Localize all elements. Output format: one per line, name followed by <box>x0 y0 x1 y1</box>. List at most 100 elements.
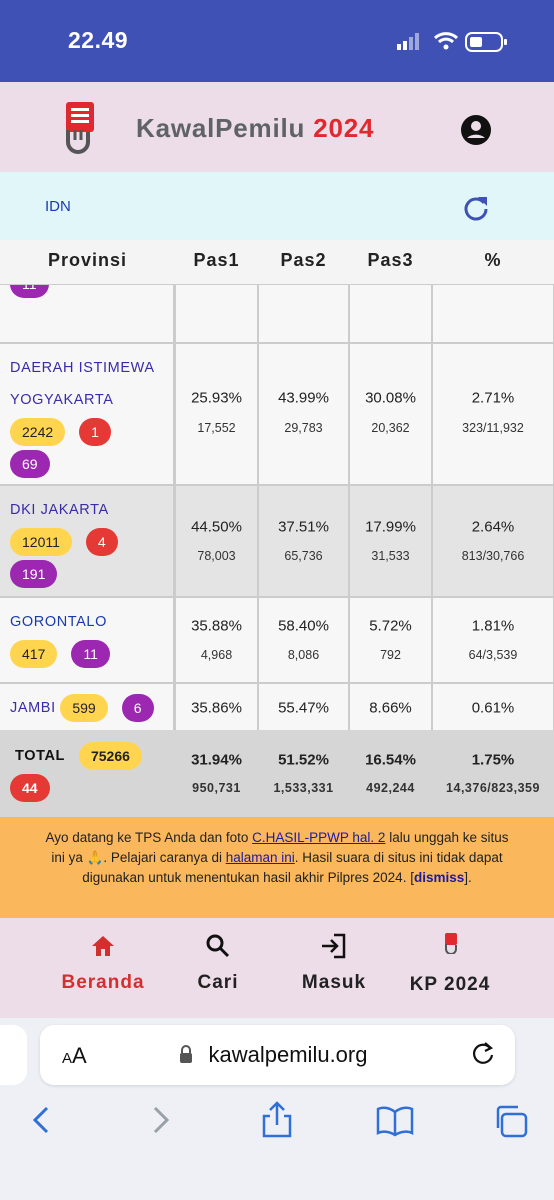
notice-link[interactable]: halaman ini <box>225 850 295 865</box>
percentage: 25.93% <box>191 389 242 407</box>
prev-tab <box>0 1025 27 1085</box>
value-cell: 35.86% <box>176 684 257 730</box>
percentage: 5.72% <box>369 617 412 635</box>
cell-bg <box>259 344 348 484</box>
province-name[interactable]: DKI JAKARTA <box>10 502 108 518</box>
dismiss-button[interactable]: dismiss <box>413 870 465 885</box>
notice-text: . Hasil suara di situs ini tidak dapat d… <box>82 850 503 885</box>
refresh-button[interactable] <box>462 194 490 222</box>
tabs-button[interactable] <box>496 1105 528 1138</box>
badge[interactable]: 44 <box>10 774 50 803</box>
cell-bg <box>433 344 553 484</box>
cell-bg <box>176 285 257 342</box>
table-row: DAERAH ISTIMEWA YOGYAKARTA 2242 1 69 25.93%… <box>0 344 554 484</box>
cell-bg <box>259 285 348 342</box>
app-header: KawalPemilu 2024 <box>0 82 554 172</box>
cell-bg <box>433 684 553 730</box>
province-cell[interactable]: JAMBI 599 6 <box>10 692 170 724</box>
nav-label[interactable]: Masuk <box>301 972 367 993</box>
percentage: 35.86% <box>191 699 242 717</box>
home-icon <box>92 936 114 956</box>
reload-button[interactable] <box>470 1041 496 1067</box>
badge[interactable]: 11 <box>71 640 110 669</box>
percentage: 1.75% <box>471 751 515 769</box>
badge[interactable]: 191 <box>10 560 58 589</box>
province-cell[interactable]: GORONTALO 417 11 <box>10 606 170 670</box>
forward-button[interactable] <box>153 1106 170 1134</box>
value-cell: 0.61% <box>433 684 553 730</box>
cell-bg <box>433 598 553 682</box>
value-cell: 2.64% 813/30,766 <box>433 486 553 596</box>
badge[interactable]: 599 <box>60 694 108 723</box>
time: 22.49 <box>68 27 129 53</box>
percentage: 31.94% <box>191 751 242 769</box>
badge[interactable]: 1 <box>79 418 111 447</box>
nav-label[interactable]: Beranda <box>61 972 145 993</box>
percentage: 17.99% <box>365 518 416 536</box>
percentage: 30.08% <box>365 389 416 407</box>
share-button[interactable] <box>262 1101 292 1138</box>
account-button[interactable] <box>460 114 492 146</box>
vote-count: 14,376/823,359 <box>446 781 540 795</box>
cell-bg <box>350 598 431 682</box>
search-icon <box>206 934 230 958</box>
percentage: 35.88% <box>191 617 242 635</box>
value-cell: 43.99% 29,783 <box>259 344 348 484</box>
notice-text: lalu unggah ke situs ini ya 🙏. Pelajari … <box>51 830 509 865</box>
status-bar: 22.49 <box>0 0 554 82</box>
percentage: 44.50% <box>191 518 242 536</box>
vote-count: 17,552 <box>197 421 236 435</box>
cell-bg <box>350 486 431 596</box>
bookmarks-button[interactable] <box>376 1106 414 1137</box>
province-cell[interactable]: DAERAH ISTIMEWA YOGYAKARTA 2242 1 69 <box>10 352 170 480</box>
percentage: 0.61% <box>471 699 515 717</box>
badge[interactable]: 4 <box>85 528 118 557</box>
column-header: % <box>484 250 502 270</box>
province-name[interactable]: DAERAH ISTIMEWA YOGYAKARTA <box>10 360 154 408</box>
brand: KawalPemilu 2024 <box>136 113 374 144</box>
province-cell[interactable]: DKI JAKARTA 12011 4 191 <box>10 494 170 590</box>
vote-count: 1,533,331 <box>273 781 334 795</box>
cell-bg <box>433 486 553 596</box>
cell-bg <box>176 598 257 682</box>
percentage: 2.64% <box>471 518 515 536</box>
nav-label[interactable]: Cari <box>197 972 239 993</box>
badge[interactable]: 2242 <box>10 418 66 447</box>
vote-count: 4,968 <box>200 648 233 662</box>
cell-bg <box>350 285 431 342</box>
breadcrumb[interactable]: IDN <box>45 198 71 215</box>
total-label: TOTAL <box>15 748 65 764</box>
percentage: 51.52% <box>278 751 329 769</box>
percentage: 37.51% <box>278 518 329 536</box>
percentage: 58.40% <box>278 617 329 635</box>
notice-link[interactable]: C.HASIL-PPWP hal. 2 <box>252 830 386 845</box>
percentage: 2.71% <box>471 389 515 407</box>
address-bar[interactable] <box>40 1025 515 1085</box>
notice-text: Ayo datang ke TPS Anda dan foto <box>45 830 253 845</box>
province-name[interactable]: JAMBI <box>10 700 56 716</box>
total-row: TOTAL 75266 44 31.94% 950,731 51.52% 1,533,331… <box>0 730 554 817</box>
value-cell: 51.52% 1,533,331 <box>259 730 348 817</box>
badge[interactable]: 11 <box>10 285 49 299</box>
vote-count: 64/3,539 <box>468 648 518 662</box>
cell-bg <box>350 684 431 730</box>
province-cell[interactable]: BENGKULU 35311 <box>10 285 170 300</box>
nav-label[interactable]: KP 2024 <box>409 974 491 995</box>
vote-count: 792 <box>380 648 401 662</box>
value-cell: 37.51% 65,736 <box>259 486 348 596</box>
value-cell: 0.55%34/6,210 <box>433 285 553 342</box>
vote-count: 323/11,932 <box>462 421 524 435</box>
brand-name: KawalPemilu <box>136 113 306 143</box>
cell-bg <box>176 486 257 596</box>
column-header: Provinsi <box>47 250 128 270</box>
badge[interactable]: 69 <box>10 450 50 479</box>
text-size-button[interactable]: AA <box>62 1043 87 1068</box>
badge[interactable]: 12011 <box>10 528 72 557</box>
badge[interactable]: 6 <box>121 694 154 723</box>
badge[interactable]: 417 <box>10 640 58 669</box>
province-name[interactable]: GORONTALO <box>10 614 107 630</box>
bottom-nav: Beranda Cari Masuk KP 2024 <box>0 918 554 1018</box>
back-button[interactable] <box>32 1106 49 1134</box>
badge[interactable]: 75266 <box>78 742 142 771</box>
